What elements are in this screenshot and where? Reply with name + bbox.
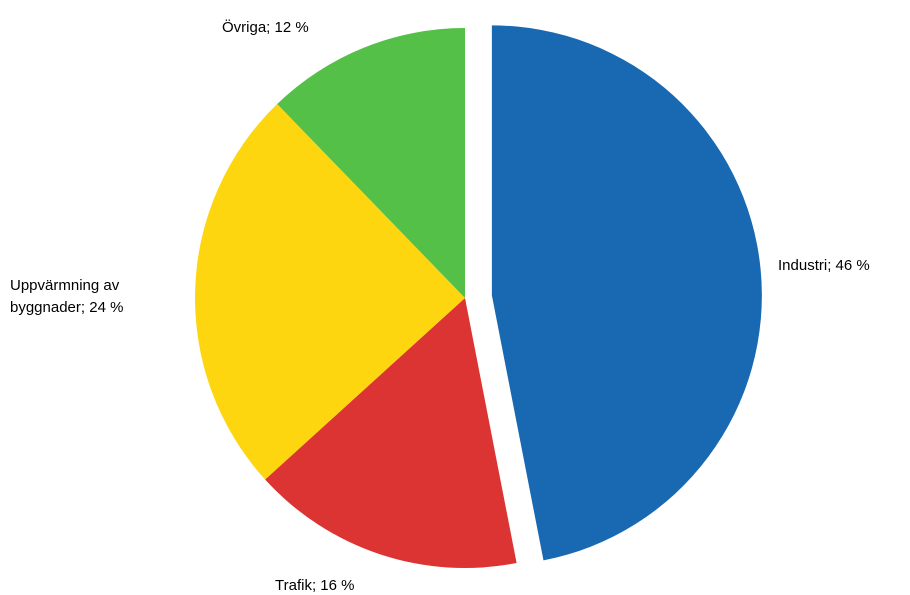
slice-label-ovriga: Övriga; 12 % [222,18,309,36]
pie-slices [194,25,762,569]
pie-slice-ovriga [277,28,465,298]
pie-slice-trafik [265,298,517,569]
slice-label-uppvarmning: Uppvärmning av byggnader; 24 % [10,277,123,316]
slice-label-industri: Industri; 46 % [778,257,870,274]
pie-slice-uppvarmning-av-byggnader [194,104,465,480]
slice-label-uppvarmning-line-2: byggnader; 24 % [10,299,123,316]
slice-label-trafik: Trafik; 16 % [275,577,354,594]
slice-label-uppvarmning-line-1: Uppvärmning av [10,277,120,294]
pie-slice-industri [491,25,762,561]
